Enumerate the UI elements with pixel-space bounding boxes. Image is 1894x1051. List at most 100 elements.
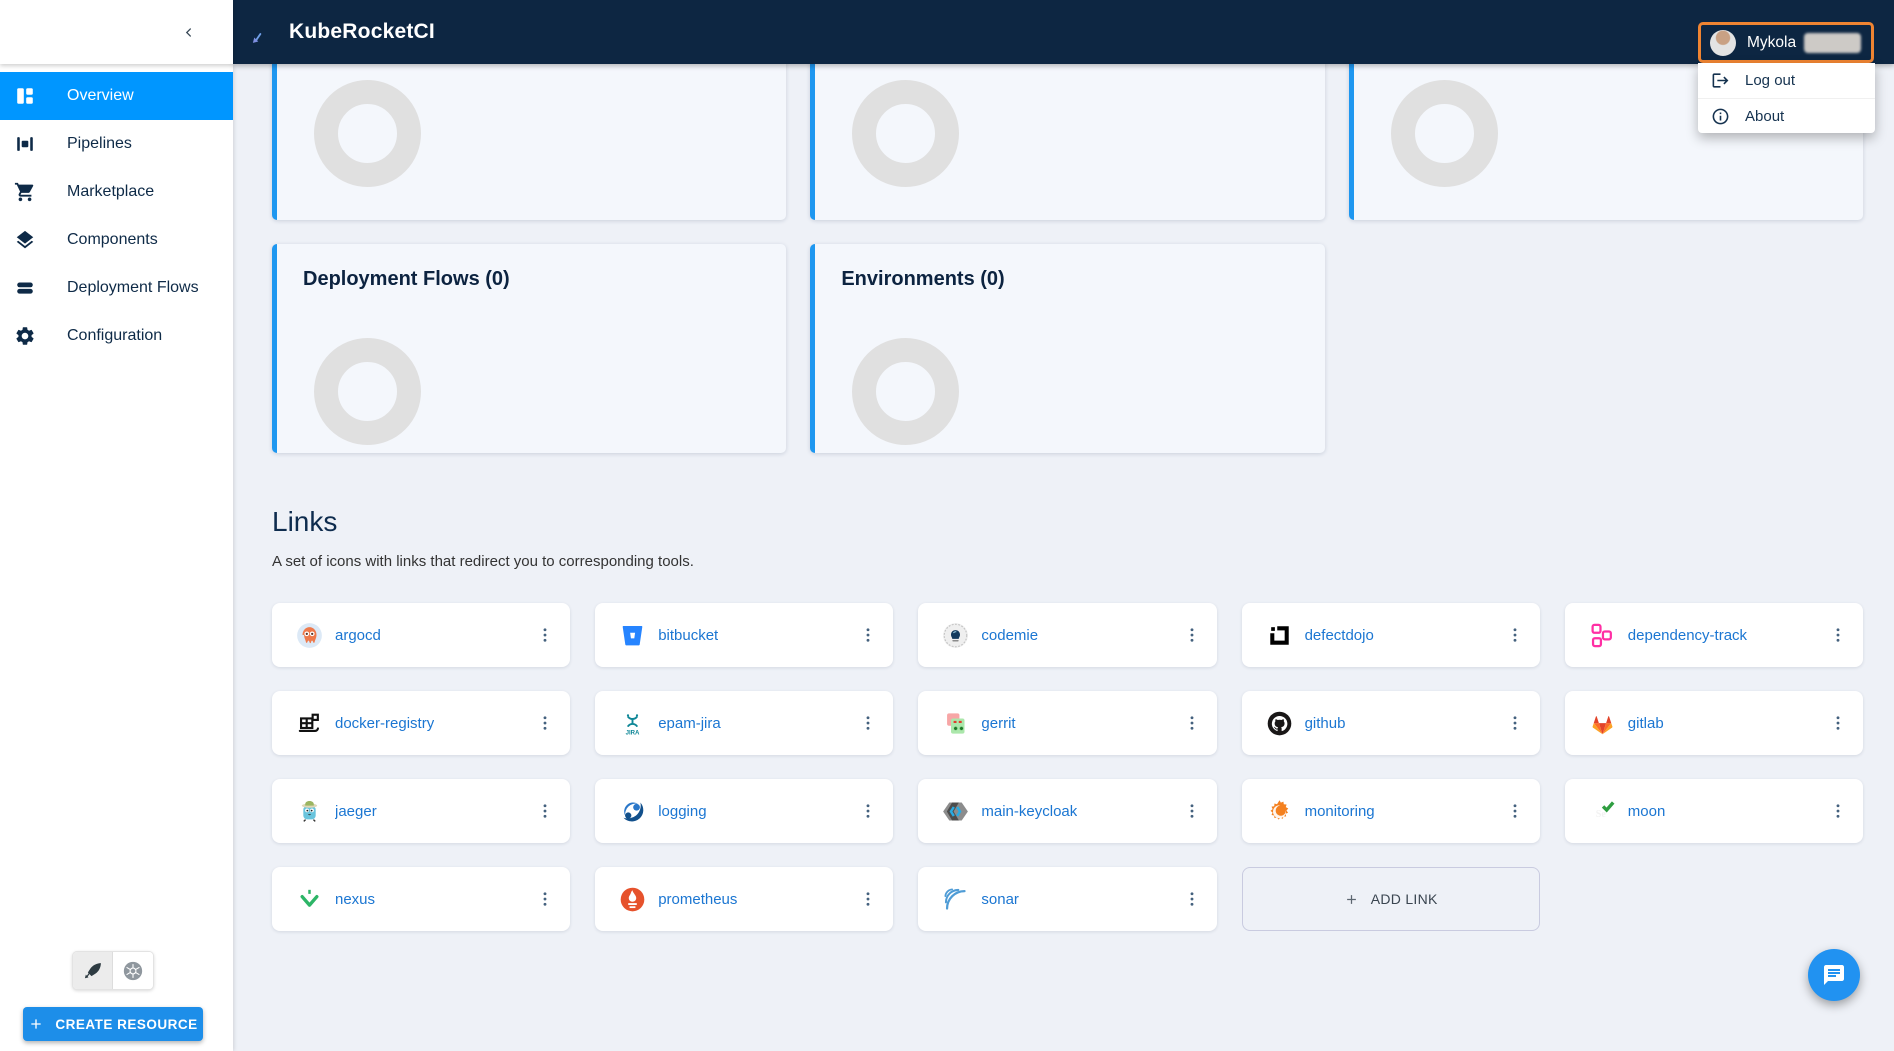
link-card-defectdojo[interactable]: defectdojo: [1241, 603, 1540, 667]
more-options-icon[interactable]: [1500, 620, 1530, 650]
kuberocketci-feather-icon: [84, 962, 101, 978]
tool-link[interactable]: dependency-track: [1627, 626, 1748, 644]
donut-chart: [314, 80, 421, 187]
donut-chart: [1390, 80, 1498, 187]
tool-link[interactable]: github: [1304, 714, 1346, 732]
more-options-icon[interactable]: [1823, 620, 1853, 650]
link-card-codemie[interactable]: codemie: [918, 603, 1217, 667]
link-card-bitbucket[interactable]: bitbucket: [595, 603, 894, 667]
more-options-icon[interactable]: [1500, 796, 1530, 826]
tool-icon: [942, 710, 969, 737]
more-options-icon[interactable]: [1177, 884, 1207, 914]
tool-link[interactable]: defectdojo: [1304, 626, 1374, 644]
tool-link[interactable]: gerrit: [981, 714, 1016, 732]
more-options-icon[interactable]: [530, 620, 560, 650]
tool-link[interactable]: jaeger: [335, 802, 377, 820]
tool-icon: [619, 798, 646, 825]
tool-link[interactable]: argocd: [335, 626, 381, 644]
sidebar-item-marketplace[interactable]: Marketplace: [0, 168, 233, 216]
link-card-jaeger[interactable]: jaeger: [272, 779, 571, 843]
links-section-title: Links: [272, 506, 338, 537]
sidebar-item-deployment-flows[interactable]: Deployment Flows: [0, 264, 233, 312]
more-options-icon[interactable]: [530, 884, 560, 914]
more-options-icon[interactable]: [1823, 708, 1853, 738]
more-options-icon[interactable]: [1500, 708, 1530, 738]
user-menu-button[interactable]: Mykola: [1698, 22, 1874, 63]
link-card-gitlab[interactable]: gitlab: [1564, 691, 1863, 755]
tool-link[interactable]: sonar: [981, 890, 1019, 908]
app-title: KubeRocketCI: [289, 20, 435, 43]
tool-link[interactable]: docker-registry: [335, 714, 435, 732]
more-options-icon[interactable]: [530, 796, 560, 826]
menu-item-label: Log out: [1745, 72, 1796, 89]
menu-item-logout[interactable]: Log out: [1698, 63, 1875, 98]
link-card-github[interactable]: github: [1241, 691, 1540, 755]
more-options-icon[interactable]: [1177, 708, 1207, 738]
more-options-icon[interactable]: [853, 796, 883, 826]
more-options-icon[interactable]: [530, 708, 560, 738]
donut-chart: [852, 80, 960, 187]
tool-icon: [1266, 710, 1293, 737]
more-options-icon[interactable]: [1823, 796, 1853, 826]
kuberocketci-view-button[interactable]: [73, 952, 113, 989]
user-dropdown-menu: Log out About: [1698, 63, 1875, 133]
feedback-chat-button[interactable]: [1808, 949, 1860, 1001]
tool-link[interactable]: moon: [1627, 802, 1666, 820]
tool-icon: [296, 622, 323, 649]
sidebar-item-pipelines[interactable]: Pipelines: [0, 120, 233, 168]
link-card-main-keycloak[interactable]: main-keycloak: [918, 779, 1217, 843]
link-card-sonar[interactable]: sonar: [918, 867, 1217, 931]
create-resource-button[interactable]: CREATE RESOURCE: [23, 1007, 203, 1041]
main-content: Deployment Flows (0) Environments (0) Li…: [233, 64, 1894, 1051]
more-options-icon[interactable]: [1177, 796, 1207, 826]
tool-link[interactable]: gitlab: [1627, 714, 1664, 732]
link-card-nexus[interactable]: nexus: [272, 867, 571, 931]
view-mode-toggle: [72, 951, 154, 990]
link-card-prometheus[interactable]: prometheus: [595, 867, 894, 931]
stat-card-title: Deployment Flows (0): [303, 268, 510, 290]
chevron-left-icon: [185, 27, 191, 37]
link-card-logging[interactable]: logging: [595, 779, 894, 843]
sidebar: Overview Pipelines Marketplace Component…: [0, 64, 233, 1051]
link-card-gerrit[interactable]: gerrit: [918, 691, 1217, 755]
tool-icon: [942, 886, 969, 913]
deployment-flows-icon: [17, 282, 33, 294]
tool-icon: [1589, 710, 1616, 737]
sidebar-item-components[interactable]: Components: [0, 216, 233, 264]
app-logo[interactable]: KubeRocketCI: [250, 17, 435, 47]
plus-icon: [31, 1019, 42, 1029]
more-options-icon[interactable]: [1177, 620, 1207, 650]
components-icon: [16, 230, 34, 249]
more-options-icon[interactable]: [853, 620, 883, 650]
tool-link[interactable]: main-keycloak: [981, 802, 1078, 820]
link-card-docker-registry[interactable]: docker-registry: [272, 691, 571, 755]
link-card-moon[interactable]: moon: [1564, 779, 1863, 843]
sidebar-item-overview[interactable]: Overview: [0, 72, 233, 120]
tool-link[interactable]: nexus: [335, 890, 376, 908]
sidebar-item-label: Deployment Flows: [67, 279, 199, 296]
tool-link[interactable]: prometheus: [658, 890, 738, 908]
tool-icon: [296, 886, 323, 913]
tool-link[interactable]: bitbucket: [658, 626, 719, 644]
link-card-epam-jira[interactable]: epam-jira: [595, 691, 894, 755]
menu-item-about[interactable]: About: [1698, 98, 1875, 133]
tool-link[interactable]: epam-jira: [658, 714, 721, 732]
more-options-icon[interactable]: [853, 708, 883, 738]
sidebar-item-label: Configuration: [67, 327, 163, 344]
chat-icon: [1824, 965, 1844, 985]
link-card-monitoring[interactable]: monitoring: [1241, 779, 1540, 843]
kubernetes-view-button[interactable]: [113, 952, 153, 989]
link-card-argocd[interactable]: argocd: [272, 603, 571, 667]
tool-link[interactable]: codemie: [981, 626, 1039, 644]
sidebar-item-configuration[interactable]: Configuration: [0, 312, 233, 360]
user-menu-area: Mykola Log out About: [1698, 22, 1875, 133]
sidebar-collapse-button[interactable]: [174, 18, 202, 46]
more-options-icon[interactable]: [853, 884, 883, 914]
tool-link[interactable]: monitoring: [1304, 802, 1375, 820]
link-card-dependency-track[interactable]: dependency-track: [1564, 603, 1863, 667]
tool-link[interactable]: logging: [658, 802, 707, 820]
add-link-button[interactable]: ADD LINK: [1241, 867, 1540, 931]
stat-card-deployment-flows: Deployment Flows (0): [272, 244, 787, 453]
rocket-feather-icon: [252, 20, 277, 43]
